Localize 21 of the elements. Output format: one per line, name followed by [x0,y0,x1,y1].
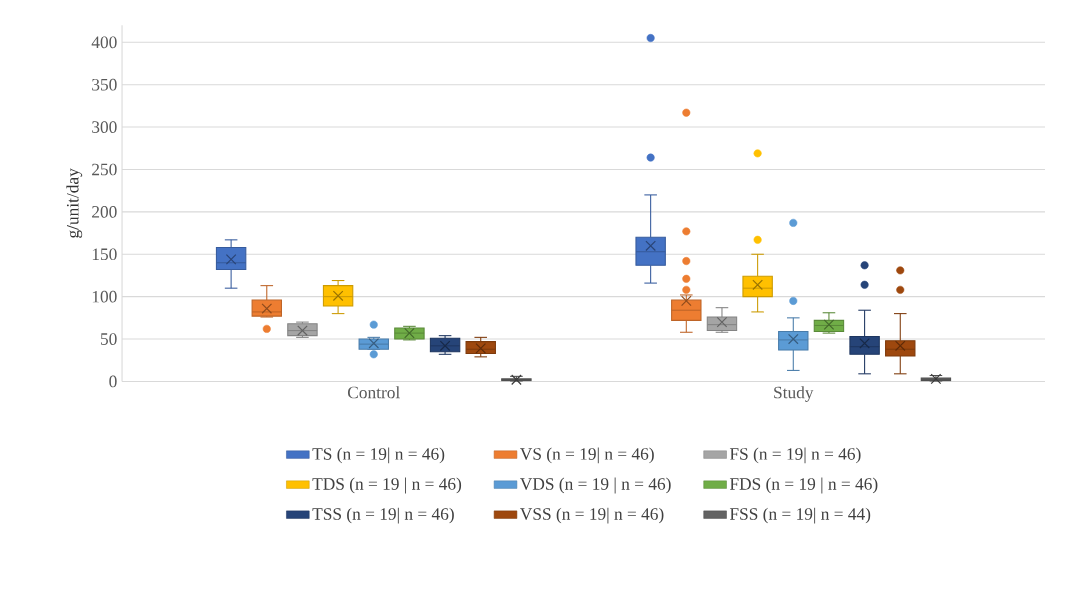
legend-label: FS (n = 19| n = 46) [729,447,861,464]
legend-label: VDS (n = 19 | n = 46) [520,477,671,494]
y-tick-label: 400 [91,36,117,49]
legend-label: FSS (n = 19| n = 44) [729,507,871,524]
y-tick-label: 300 [92,121,117,134]
legend-label: TS (n = 19| n = 46) [312,447,445,464]
y-tick-label: 200 [92,206,117,218]
x-tick-label: Control [347,386,400,399]
legend-label: VS (n = 19| n = 46) [520,447,654,464]
y-axis-title: g/unit/day [66,168,83,239]
legend-label: FDS (n = 19 | n = 46) [729,477,878,494]
legend-label: TSS (n = 19| n = 46) [312,507,454,524]
legend-label: TDS (n = 19 | n = 46) [312,477,462,494]
y-tick-label: 150 [92,248,117,261]
x-tick-label: Study [774,386,814,403]
y-tick-label: 100 [92,291,117,303]
y-tick-label: 0 [109,375,117,388]
legend-label: VSS (n = 19| n = 46) [520,507,664,524]
y-tick-label: 350 [92,79,117,91]
y-tick-label: 50 [101,333,117,346]
y-tick-label: 250 [92,163,117,176]
